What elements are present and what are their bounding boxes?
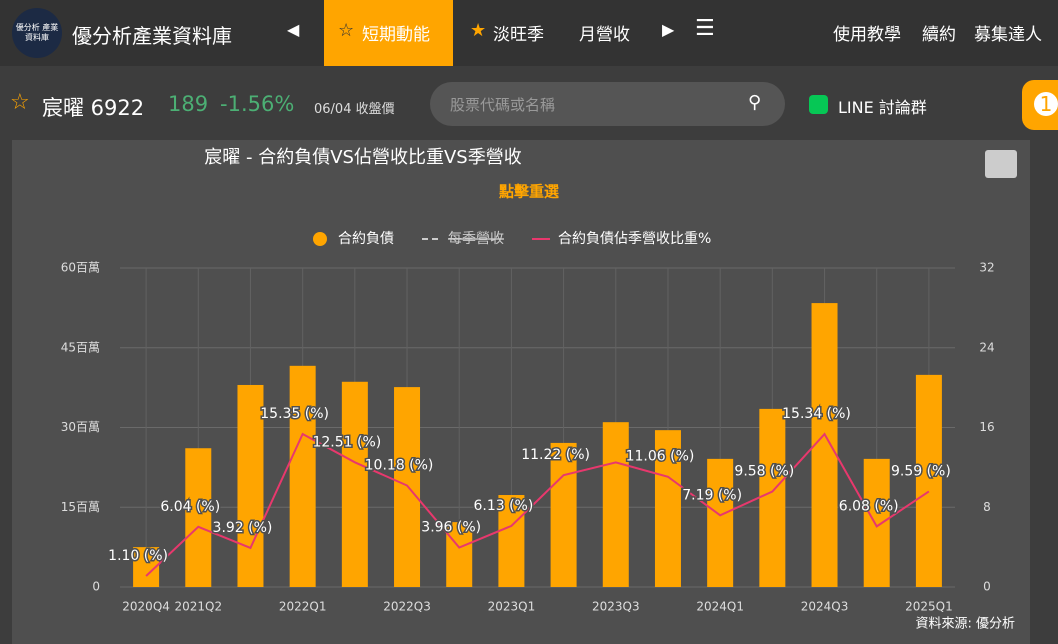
source: 資料來源: 優分析 [915,617,1015,632]
bar [185,448,212,587]
data-label: 12.51 (%) [312,434,381,450]
search-icon[interactable]: ⚲ [748,92,762,113]
logo-text: 優分析 產業資料庫 [15,23,59,42]
data-label: 6.13 (%) [473,498,533,514]
line [145,432,930,577]
y2-tick-label: 16 [979,420,994,434]
tab[interactable]: 淡旺季 [493,25,544,45]
stock-name: 宸曜 6922 [42,96,145,120]
bar [550,442,577,587]
bar [237,384,264,587]
data-label: 11.22 (%) [521,447,590,463]
x-tick-label: 2022Q1 [279,600,327,614]
legend-label[interactable]: 每季營收 [448,231,504,247]
nav-link[interactable]: 募集達人 [974,25,1042,45]
nav-next[interactable]: ▶ [662,20,675,39]
x-tick-label: 2022Q3 [383,600,431,614]
export-menu[interactable] [985,150,1017,178]
legend-swatch [313,232,327,246]
data-label: 15.34 (%) [782,406,851,422]
stock-change: -1.56% [220,92,295,116]
fav-star[interactable]: ☆ [10,90,30,115]
x-tick-label: 2025Q1 [905,600,953,614]
data-label: 6.08 (%) [839,498,899,514]
y-tick-label: 45百萬 [61,340,100,354]
y2-tick-label: 32 [979,261,994,275]
data-label: 10.18 (%) [365,458,434,474]
top-nav: 優分析 產業資料庫 優分析產業資料庫 ◀ ☆ 短期動能 ★ 淡旺季 月營收 ▶ … [0,0,1058,66]
x-tick-label: 2023Q3 [592,600,640,614]
legend-label[interactable]: 合約負債佔季營收比重% [558,231,711,247]
bar [602,422,629,587]
line-group[interactable]: LINE 討論群 [838,98,927,117]
bar [863,458,890,587]
stock-date: 06/04 收盤價 [314,102,395,117]
chart-title: 宸曜 - 合約負債VS佔營收比重VS季營收 [204,147,521,168]
data-label: 3.96 (%) [421,520,481,536]
x-tick-label: 2023Q1 [488,600,536,614]
chart-subtitle[interactable]: 點擊重選 [499,183,559,201]
menu[interactable]: ☰ [695,16,715,41]
data-label: 9.59 (%) [891,463,951,479]
nav-link[interactable]: 續約 [922,25,956,45]
x-tick-label: 2024Q3 [801,600,849,614]
logo[interactable]: 優分析 產業資料庫 [12,8,62,58]
y2-tick-label: 0 [983,580,991,594]
badge[interactable]: 1 [1034,92,1058,116]
line-icon [809,95,828,114]
data-label: 9.58 (%) [734,463,794,479]
y-tick-label: 15百萬 [61,500,100,514]
legend-label[interactable]: 合約負債 [338,231,394,247]
data-label: 3.92 (%) [213,520,273,536]
tab-star: ★ [470,20,487,41]
brand[interactable]: 優分析產業資料庫 [72,24,232,48]
bar [289,365,316,587]
nav-prev[interactable]: ◀ [287,20,300,39]
y-tick-label: 0 [92,580,100,594]
data-label: 11.06 (%) [626,449,695,465]
chart: 宸曜 - 合約負債VS佔營收比重VS季營收 點擊重選 資料來源: 優分析 0 15… [12,140,1030,644]
data-label: 7.19 (%) [682,487,742,503]
bar [498,495,525,587]
x-tick-label: 2021Q2 [174,600,222,614]
bar [446,522,473,587]
bar [707,458,734,587]
y-tick-label: 60百萬 [61,261,100,275]
tab-star: ☆ [338,20,355,41]
y2-tick-label: 24 [979,340,994,354]
data-label: 15.35 (%) [260,406,329,422]
data-label: 6.04 (%) [160,499,220,515]
nav-link[interactable]: 使用教學 [833,25,901,45]
bar [341,381,368,587]
y-tick-label: 30百萬 [61,420,100,434]
search-box[interactable] [430,82,785,126]
stock-price: 189 [168,92,209,116]
bar [915,374,942,587]
bar [654,430,681,587]
x-tick-label: 2020Q4 [122,600,170,614]
active-tab[interactable] [324,0,453,66]
search-placeholder: 股票代碼或名稱 [450,96,556,114]
data-label: 1.10 (%) [108,548,168,564]
y2-tick-label: 8 [983,500,991,514]
tab[interactable]: 短期動能 [362,25,430,45]
tab[interactable]: 月營收 [579,25,630,45]
bar [759,408,786,587]
x-tick-label: 2024Q1 [696,600,744,614]
